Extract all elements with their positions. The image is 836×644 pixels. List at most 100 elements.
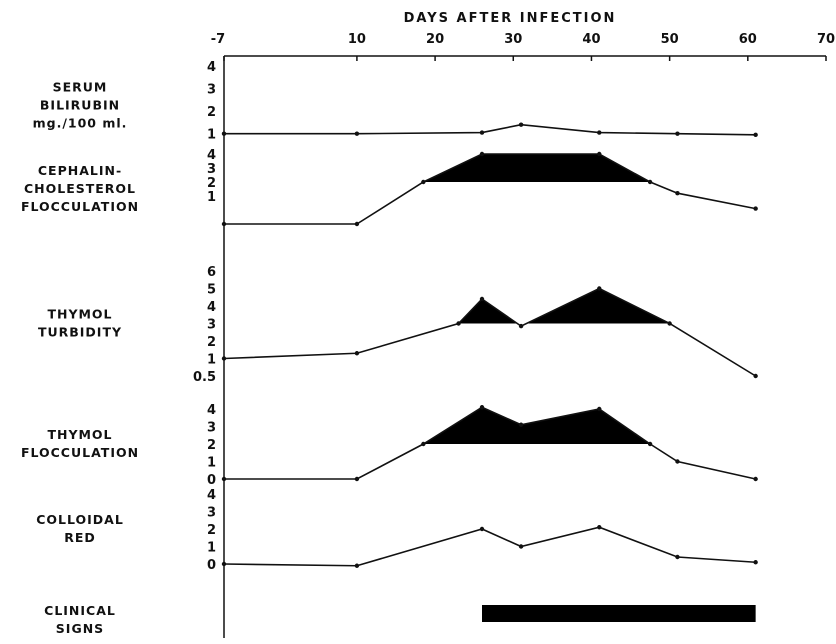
y-tick-label: 1 xyxy=(207,456,216,471)
x-tick-label: 40 xyxy=(582,32,600,47)
data-point xyxy=(675,131,680,136)
data-point xyxy=(354,221,360,227)
y-tick-label: 3 xyxy=(207,506,216,521)
panel-serum-bilirubin: SERUM BILIRUBIN mg./100 ml. 4 3 2 1 xyxy=(33,60,758,143)
data-point xyxy=(753,132,758,138)
x-tick-label: 60 xyxy=(739,32,757,47)
data-point xyxy=(667,321,672,326)
clinical-signs-bar xyxy=(482,605,756,622)
data-point xyxy=(456,321,461,326)
series-line xyxy=(224,153,756,225)
y-tick-label: 5 xyxy=(207,283,216,298)
panel-label-line: FLOCCULATION xyxy=(21,445,139,460)
data-point xyxy=(753,373,758,379)
y-tick-label: 3 xyxy=(207,83,216,98)
y-tick-label: 2 xyxy=(207,105,216,120)
data-point xyxy=(518,323,524,329)
panel-thymol-turbidity: THYMOL TURBIDITY 6 5 4 3 2 1 0.5 xyxy=(38,265,758,385)
shaded-area xyxy=(423,154,651,182)
data-point xyxy=(675,459,680,464)
panel-label-line: FLOCCULATION xyxy=(21,199,139,214)
data-point xyxy=(518,422,524,427)
y-tick-label: 1 xyxy=(207,190,216,205)
panel-label-line: CLINICAL xyxy=(44,603,116,618)
x-axis-label: DAYS AFTER INFECTION xyxy=(404,11,617,26)
panel-label-line: CEPHALIN- xyxy=(38,163,122,178)
y-tick-label: 2 xyxy=(207,523,216,538)
panel-label-line: RED xyxy=(64,530,96,545)
data-point xyxy=(221,131,227,136)
y-tick-label: 3 xyxy=(207,162,216,177)
y-tick-label: 2 xyxy=(207,335,216,350)
y-tick-label: 0 xyxy=(207,473,216,488)
data-point xyxy=(597,151,602,157)
y-tick-label: 1 xyxy=(207,128,216,143)
data-point xyxy=(221,476,227,482)
data-point xyxy=(753,560,758,565)
data-point xyxy=(753,476,758,482)
data-point xyxy=(647,179,653,185)
data-point xyxy=(597,130,602,135)
y-tick-label: 0.5 xyxy=(193,370,216,385)
series-line xyxy=(223,526,756,567)
data-point xyxy=(597,525,602,530)
data-point xyxy=(479,130,485,135)
panel-label-line: TURBIDITY xyxy=(38,325,122,340)
data-point xyxy=(518,544,524,549)
panel-thymol-flocculation: THYMOL FLOCCULATION 4 3 2 1 0 xyxy=(21,403,758,488)
panel-label-line: SIGNS xyxy=(56,621,104,636)
data-point xyxy=(479,526,485,532)
y-tick-label: 2 xyxy=(207,176,216,191)
data-point xyxy=(597,406,602,412)
y-tick-label: 4 xyxy=(207,148,216,163)
x-axis-ticks: -7 10 20 30 40 50 60 70 xyxy=(211,32,835,61)
x-tick-label: 70 xyxy=(817,32,835,47)
y-tick-label: 3 xyxy=(207,421,216,436)
y-tick-label: 2 xyxy=(207,438,216,453)
panel-label-line: SERUM xyxy=(53,80,108,95)
panel-clinical-signs: CLINICAL SIGNS xyxy=(44,603,756,636)
data-point xyxy=(479,296,485,302)
x-tick-label: 30 xyxy=(504,32,522,47)
y-tick-label: 4 xyxy=(207,403,216,418)
data-point xyxy=(354,131,360,136)
y-tick-label: 4 xyxy=(207,488,216,503)
data-point xyxy=(597,286,602,291)
y-tick-label: 1 xyxy=(207,353,216,368)
data-point xyxy=(221,356,227,361)
data-point xyxy=(479,405,485,410)
y-tick-label: 1 xyxy=(207,541,216,556)
data-point xyxy=(647,441,653,447)
panel-label-line: COLLOIDAL xyxy=(36,512,124,527)
x-tick-label: 20 xyxy=(426,32,444,47)
data-point xyxy=(518,122,524,127)
data-point xyxy=(354,351,360,356)
y-tick-label: 4 xyxy=(207,60,216,75)
data-point xyxy=(221,221,227,227)
data-point xyxy=(753,206,758,211)
y-tick-label: 6 xyxy=(207,265,216,280)
data-point xyxy=(421,179,426,185)
data-point xyxy=(354,563,360,568)
panel-label-line: THYMOL xyxy=(47,427,112,442)
shaded-area xyxy=(423,407,651,444)
y-tick-label: 0 xyxy=(207,558,216,573)
series-line xyxy=(223,287,757,377)
data-point xyxy=(354,476,360,482)
data-point xyxy=(479,151,485,157)
x-tick-label: -7 xyxy=(211,32,225,47)
panel-label-line: THYMOL xyxy=(47,307,112,322)
x-tick-label: 10 xyxy=(348,32,366,47)
panel-colloidal-red: COLLOIDAL RED 4 3 2 1 0 xyxy=(36,488,758,573)
y-tick-label: 4 xyxy=(207,300,216,315)
data-point xyxy=(675,191,680,196)
x-tick-label: 50 xyxy=(661,32,679,47)
y-tick-label: 3 xyxy=(207,318,216,333)
panel-label-line: mg./100 ml. xyxy=(33,116,128,131)
panel-label-line: CHOLESTEROL xyxy=(24,181,136,196)
data-point xyxy=(221,561,227,567)
data-point xyxy=(421,441,426,447)
